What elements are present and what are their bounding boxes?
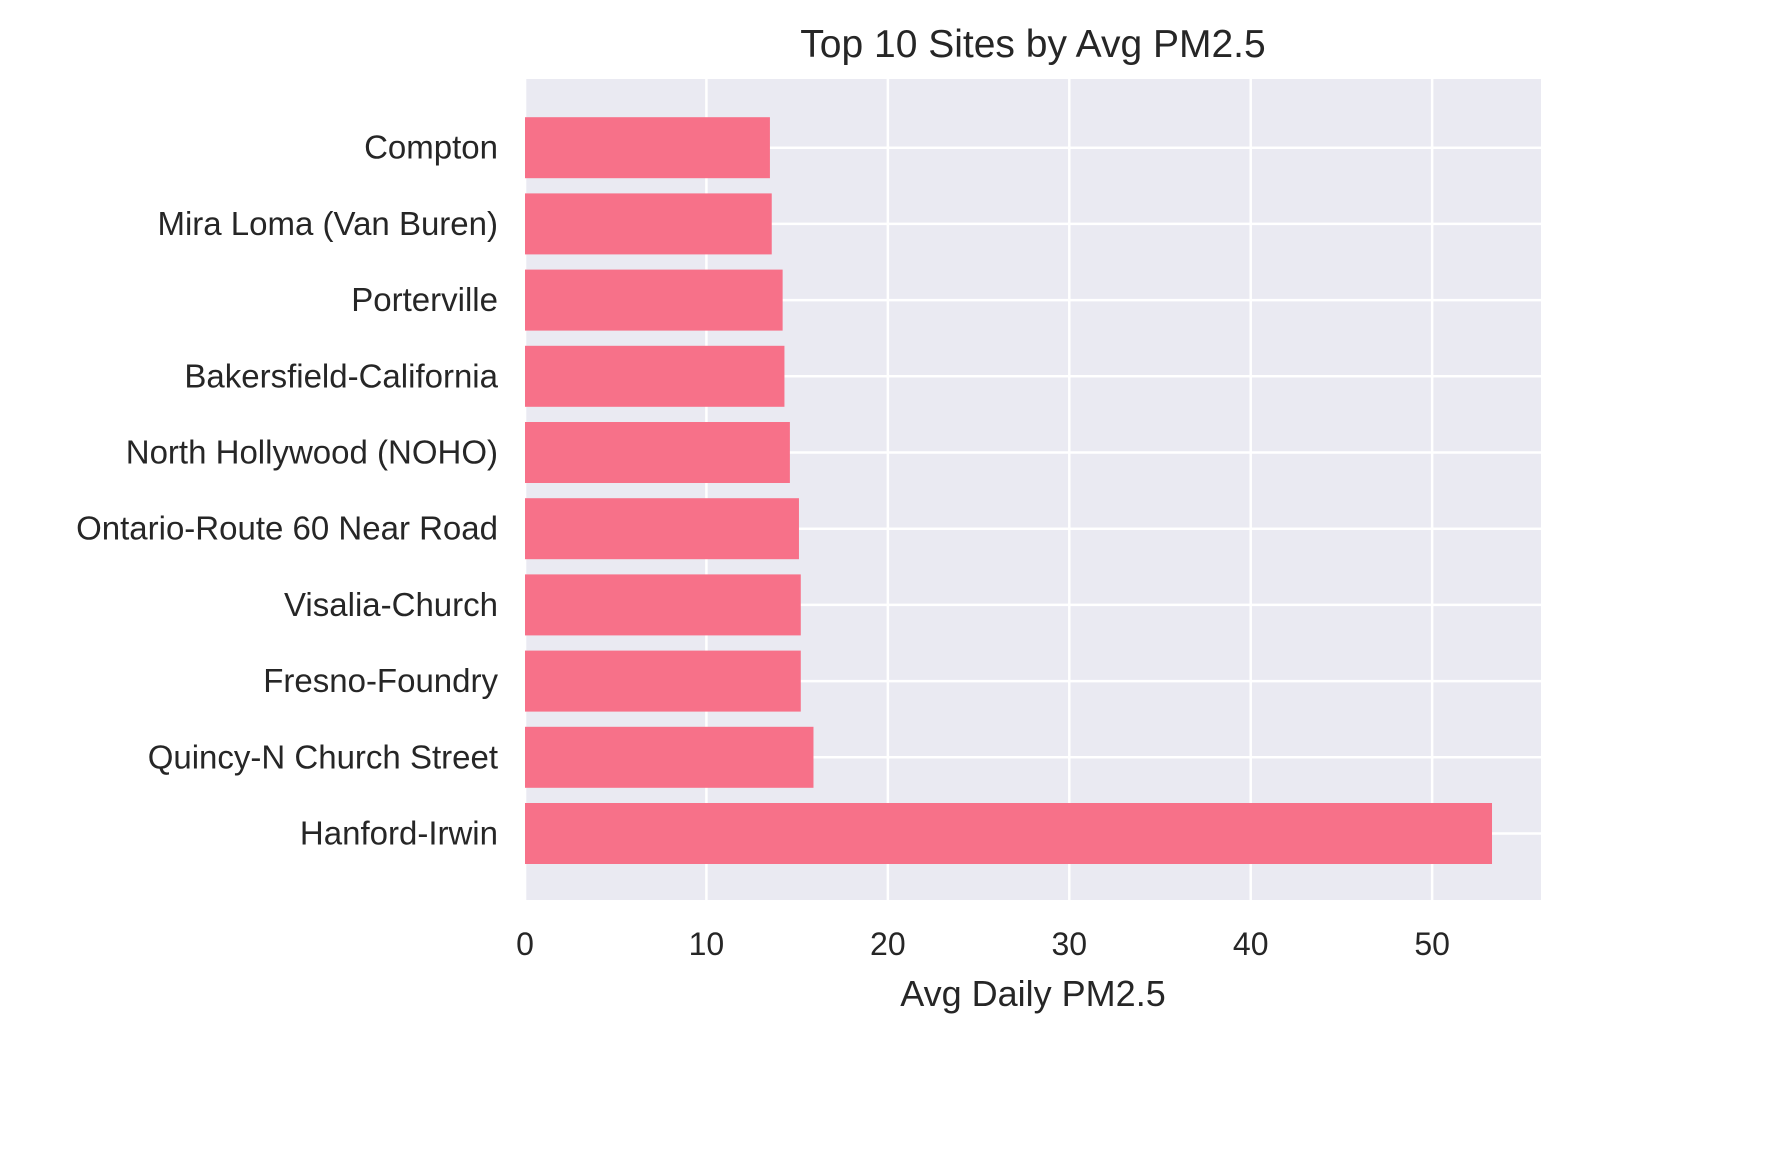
bar	[525, 345, 785, 407]
y-tick-label: Mira Loma (Van Buren)	[157, 205, 498, 242]
bar	[525, 498, 799, 560]
chart-title: Top 10 Sites by Avg PM2.5	[800, 23, 1265, 66]
bars	[525, 117, 1493, 864]
bar	[525, 726, 814, 788]
bar	[525, 117, 770, 179]
bar	[525, 422, 790, 483]
bar	[525, 574, 801, 636]
x-tick-label: 30	[1051, 926, 1087, 962]
y-tick-label: Porterville	[351, 281, 498, 318]
x-tick-label: 20	[870, 926, 906, 962]
x-tick-label: 10	[689, 926, 725, 962]
y-tick-label: Fresno-Foundry	[263, 662, 498, 699]
x-axis-label: Avg Daily PM2.5	[900, 973, 1165, 1014]
bar	[525, 269, 783, 331]
bar	[525, 803, 1493, 864]
y-tick-label: Compton	[364, 129, 498, 166]
y-tick-label: Hanford-Irwin	[300, 815, 498, 852]
y-tick-label: Bakersfield-California	[184, 357, 498, 394]
x-tick-label: 50	[1414, 926, 1450, 962]
y-tick-labels: Hanford-Irwin Quincy-N Church Street Fresn…	[76, 129, 499, 852]
bar	[525, 650, 801, 712]
bar	[525, 193, 772, 255]
x-tick-labels: 0 10 20 30 40 50	[516, 926, 1450, 962]
x-tick-label: 0	[516, 926, 534, 962]
y-tick-label: Ontario-Route 60 Near Road	[76, 510, 498, 547]
x-tick-label: 40	[1233, 926, 1269, 962]
y-tick-label: Quincy-N Church Street	[148, 738, 498, 775]
y-tick-label: North Hollywood (NOHO)	[126, 434, 498, 471]
y-tick-label: Visalia-Church	[284, 586, 498, 623]
